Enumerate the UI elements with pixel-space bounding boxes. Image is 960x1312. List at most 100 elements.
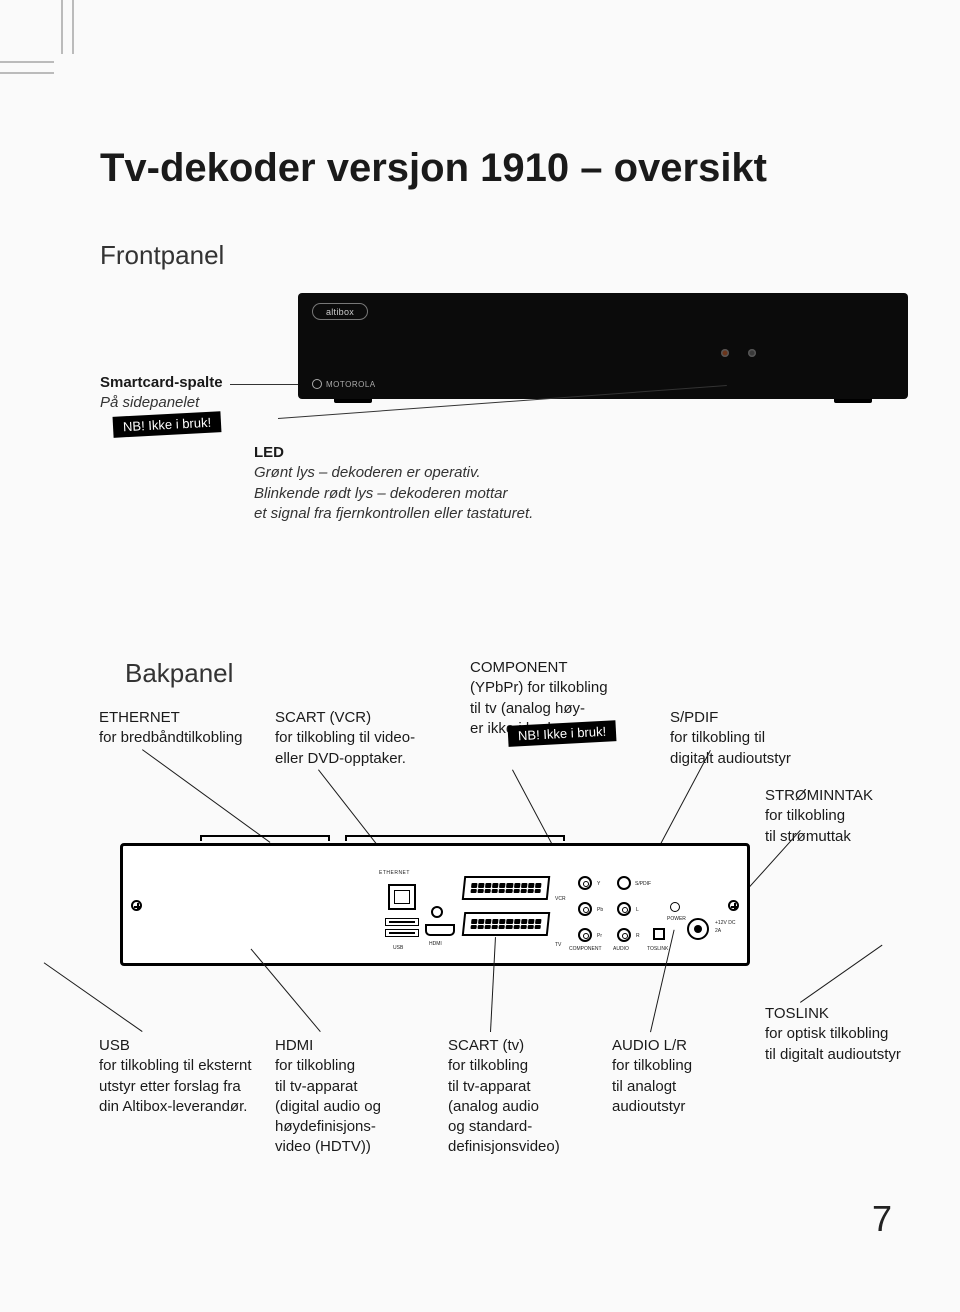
device-top-edge — [120, 835, 750, 841]
power-icon — [670, 902, 680, 912]
smartcard-callout: Smartcard-spalte På sidepanelet — [100, 373, 270, 414]
page-title: Tv-dekoder versjon 1910 – oversikt — [100, 146, 767, 191]
callout-line: til tv (analog høy- — [470, 699, 670, 719]
callout-title: STRØMINNTAK — [765, 786, 935, 806]
motorola-logo: MOTOROLA — [312, 379, 376, 389]
callout-line: (analog audio — [448, 1097, 608, 1117]
motorola-text: MOTOROLA — [326, 380, 376, 389]
callout-line: til tv-apparat — [275, 1077, 440, 1097]
crop-mark — [0, 61, 54, 63]
callout-line: eller DVD-opptaker. — [275, 749, 455, 769]
port-label: USB — [393, 945, 403, 951]
port-label: R — [636, 933, 640, 939]
port-label: Pb — [597, 907, 603, 913]
usb-ports — [385, 918, 419, 940]
callout-line: for tilkobling — [448, 1056, 608, 1076]
page-number: 7 — [872, 1198, 892, 1240]
callout-line: for tilkobling — [612, 1056, 762, 1076]
callout-line: for tilkobling — [275, 1056, 440, 1076]
callout-title: HDMI — [275, 1036, 440, 1056]
screw-icon — [728, 900, 739, 911]
callout-line: din Altibox-leverandør. — [99, 1097, 269, 1117]
audio-r-port — [617, 928, 631, 942]
callout-line: Blinkende rødt lys – dekoderen mottar — [254, 484, 654, 504]
port-label: ETHERNET — [379, 870, 410, 876]
callout-line: til digitalt audioutstyr — [765, 1045, 955, 1065]
ethernet-callout: ETHERNET for bredbåndtilkobling — [99, 708, 269, 749]
device-foot — [334, 399, 372, 403]
callout-title: USB — [99, 1036, 269, 1056]
callout-title: COMPONENT — [470, 658, 670, 678]
motorola-icon — [312, 379, 322, 389]
scart-vcr-callout: SCART (VCR) for tilkobling til video- el… — [275, 708, 455, 769]
toslink-callout: TOSLINK for optisk tilkobling til digita… — [765, 1004, 955, 1065]
callout-title: TOSLINK — [765, 1004, 955, 1024]
device-foot — [834, 399, 872, 403]
ethernet-port — [388, 884, 416, 910]
callout-title: ETHERNET — [99, 708, 269, 728]
callout-line: for optisk tilkobling — [765, 1024, 955, 1044]
hdmi-callout: HDMI for tilkobling til tv-apparat (digi… — [275, 1036, 440, 1158]
callout-line: høydefinisjons- — [275, 1117, 440, 1137]
leader-line — [44, 962, 143, 1032]
component-pr-port — [578, 928, 592, 942]
callout-line: video (HDTV)) — [275, 1137, 440, 1157]
strominntak-callout: STRØMINNTAK for tilkobling til strømutta… — [765, 786, 935, 847]
scart-vcr-port — [462, 876, 551, 900]
port-label: TV — [555, 942, 561, 948]
callout-title: S/PDIF — [670, 708, 840, 728]
port-label: POWER — [667, 916, 686, 922]
crop-mark — [61, 0, 63, 54]
port-label: L — [636, 907, 639, 913]
altibox-logo: altibox — [312, 303, 368, 320]
port-label: TOSLINK — [647, 946, 668, 952]
port-label: AUDIO — [613, 946, 629, 952]
callout-line: til analogt — [612, 1077, 762, 1097]
port-label: 2A — [715, 928, 721, 934]
callout-line: (YPbPr) for tilkobling — [470, 678, 670, 698]
spdif-port — [617, 876, 631, 890]
component-pb-port — [578, 902, 592, 916]
manual-page: Tv-dekoder versjon 1910 – oversikt Front… — [0, 0, 960, 1312]
port-label: S/PDIF — [635, 881, 651, 887]
usb-callout: USB for tilkobling til eksternt utstyr e… — [99, 1036, 269, 1117]
hdmi-screw — [431, 906, 443, 918]
callout-line: for tilkobling til eksternt — [99, 1056, 269, 1076]
callout-title: LED — [254, 443, 654, 463]
led-callout: LED Grønt lys – dekoderen er operativ. B… — [254, 443, 654, 524]
callout-line: et signal fra fjernkontrollen eller tast… — [254, 504, 654, 524]
callout-line: for tilkobling til video- — [275, 728, 455, 748]
callout-line: for bredbåndtilkobling — [99, 728, 269, 748]
callout-line: til strømuttak — [765, 827, 935, 847]
scart-tv-port — [462, 912, 551, 936]
leader-line — [800, 945, 882, 1003]
callout-title: SCART (VCR) — [275, 708, 455, 728]
callout-line: for tilkobling til — [670, 728, 840, 748]
callout-line: utstyr etter forslag fra — [99, 1077, 269, 1097]
callout-line: definisjonsvideo) — [448, 1137, 608, 1157]
callout-line: digitalt audioutstyr — [670, 749, 840, 769]
nb-warning-tag: NB! Ikke i bruk! — [508, 720, 617, 747]
callout-sub: På sidepanelet — [100, 393, 270, 413]
port-label: +12V DC — [715, 920, 735, 926]
port-label: Pr — [597, 933, 602, 939]
decoder-front-view: altibox MOTOROLA — [298, 293, 908, 399]
component-y-port — [578, 876, 592, 890]
hdmi-port — [425, 924, 455, 936]
callout-title: Smartcard-spalte — [100, 373, 270, 393]
callout-title: AUDIO L/R — [612, 1036, 762, 1056]
frontpanel-heading: Frontpanel — [100, 240, 224, 271]
led-indicator — [748, 349, 756, 357]
callout-line: til tv-apparat — [448, 1077, 608, 1097]
screw-icon — [131, 900, 142, 911]
callout-line: og standard- — [448, 1117, 608, 1137]
spdif-callout: S/PDIF for tilkobling til digitalt audio… — [670, 708, 840, 769]
port-label: Y — [597, 881, 600, 887]
audio-l-port — [617, 902, 631, 916]
port-label: VCR — [555, 896, 566, 902]
callout-line: (digital audio og — [275, 1097, 440, 1117]
port-label: COMPONENT — [569, 946, 602, 952]
dc-power-port — [687, 918, 709, 940]
audio-lr-callout: AUDIO L/R for tilkobling til analogt aud… — [612, 1036, 762, 1117]
port-label: HDMI — [429, 941, 442, 947]
